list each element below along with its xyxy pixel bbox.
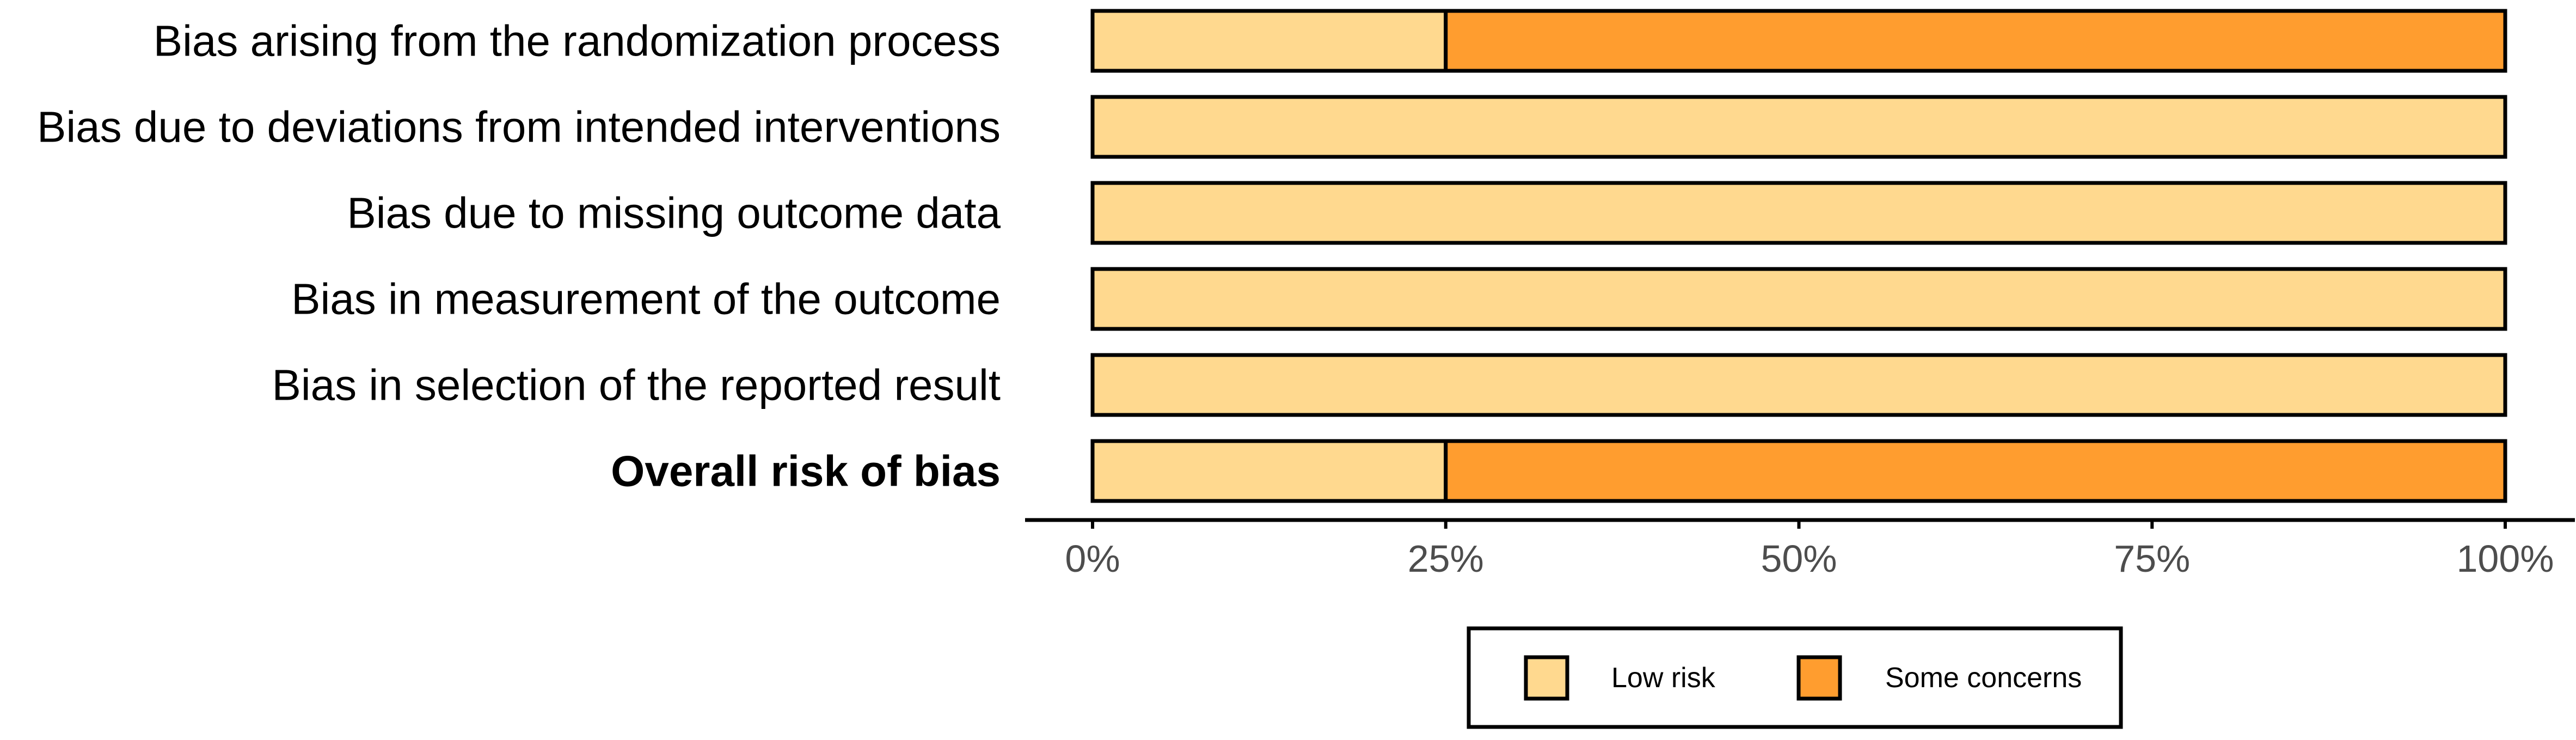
- legend-label: Some concerns: [1885, 662, 2082, 694]
- bar-segment: [1090, 267, 2507, 331]
- category-label: Bias due to deviations from intended int…: [37, 103, 1001, 151]
- bar-segment: [1090, 353, 2507, 417]
- bar-segment: [1090, 95, 2507, 159]
- bar-segment: [1090, 439, 1448, 503]
- category-label: Bias in selection of the reported result: [272, 361, 1001, 409]
- bar-segment: [1444, 9, 2507, 73]
- category-label: Bias in measurement of the outcome: [291, 275, 1001, 323]
- x-tick-label: 25%: [1408, 537, 1484, 580]
- bar-segment: [1090, 181, 2507, 245]
- category-label: Bias arising from the randomization proc…: [154, 17, 1001, 65]
- category-label: Overall risk of bias: [611, 447, 1001, 496]
- category-label: Bias due to missing outcome data: [347, 189, 1001, 237]
- x-tick-label: 100%: [2456, 537, 2554, 580]
- x-tick-label: 75%: [2114, 537, 2190, 580]
- legend: Low risk Some concerns: [1467, 626, 2123, 729]
- legend-key: [1524, 655, 1569, 701]
- legend-box: [1467, 626, 2123, 729]
- x-tick-label: 0%: [1065, 537, 1120, 580]
- bar-segment: [1444, 439, 2507, 503]
- legend-key: [1796, 655, 1842, 701]
- bar-segment: [1090, 9, 1448, 73]
- legend-label: Low risk: [1611, 662, 1716, 694]
- x-tick-label: 50%: [1761, 537, 1837, 580]
